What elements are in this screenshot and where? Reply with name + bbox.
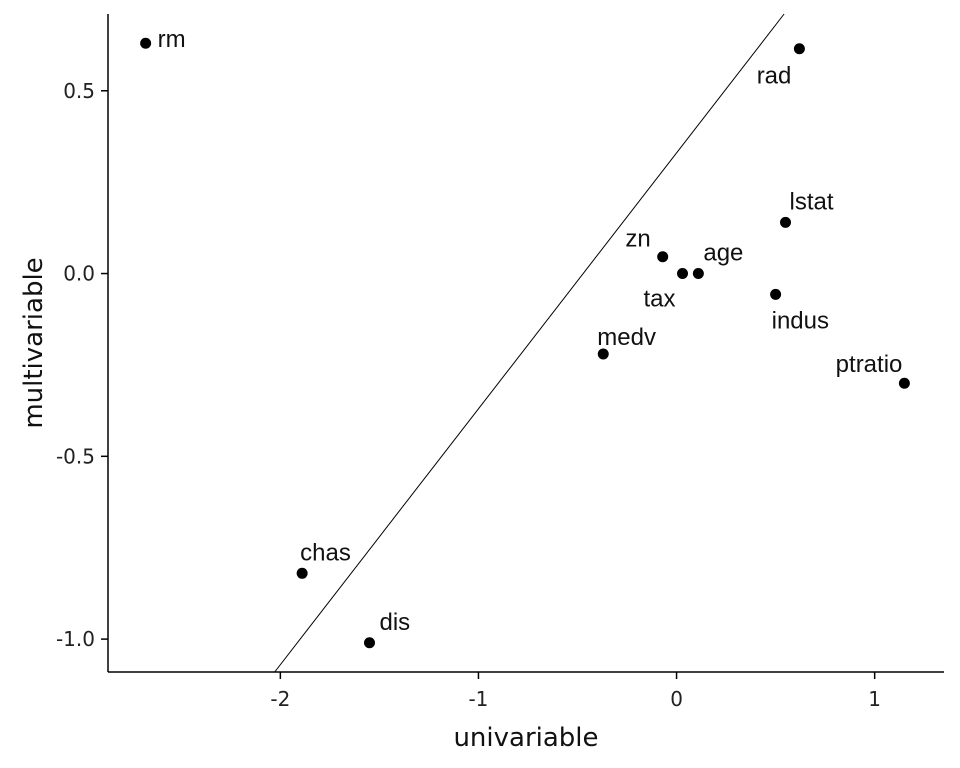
data-point-indus bbox=[770, 288, 782, 300]
point-label-lstat: lstat bbox=[790, 188, 834, 215]
data-point-tax bbox=[677, 268, 689, 280]
x-tick-label: -2 bbox=[270, 687, 290, 711]
y-tick-label: 0.0 bbox=[63, 262, 95, 286]
point-label-indus: indus bbox=[772, 307, 829, 334]
plot-area bbox=[274, 13, 785, 673]
data-point-lstat bbox=[780, 216, 792, 228]
point-label-chas: chas bbox=[300, 539, 351, 566]
point-label-medv: medv bbox=[597, 324, 656, 351]
point-label-ptratio: ptratio bbox=[836, 351, 903, 378]
reference-line bbox=[274, 13, 785, 673]
axes: -2 -1 0 1 -1.0 -0.5 0.0 0.5 bbox=[56, 14, 944, 711]
point-label-rm: rm bbox=[158, 26, 186, 53]
data-point-ptratio bbox=[898, 377, 910, 389]
x-tick-label: -1 bbox=[468, 687, 488, 711]
data-point-age bbox=[692, 268, 704, 280]
data-points bbox=[140, 37, 910, 649]
data-point-medv bbox=[597, 348, 609, 360]
data-point-zn bbox=[657, 251, 669, 263]
y-axis-title: multivariable bbox=[19, 257, 49, 428]
point-labels: rm rad lstat zn tax age indus medv ptratio chas di… bbox=[158, 26, 903, 636]
data-point-dis bbox=[363, 637, 375, 649]
x-tick-label: 0 bbox=[670, 687, 683, 711]
y-tick-label: -1.0 bbox=[56, 627, 95, 651]
x-axis-ticks: -2 -1 0 1 bbox=[270, 672, 881, 711]
point-label-age: age bbox=[703, 240, 743, 267]
x-axis-title: univariable bbox=[453, 723, 598, 753]
point-label-tax: tax bbox=[643, 286, 675, 313]
point-label-dis: dis bbox=[379, 609, 410, 636]
point-label-rad: rad bbox=[757, 63, 792, 90]
y-tick-label: 0.5 bbox=[63, 79, 95, 103]
data-point-chas bbox=[296, 567, 308, 579]
y-tick-label: -0.5 bbox=[56, 444, 95, 468]
point-label-zn: zn bbox=[625, 226, 650, 253]
data-point-rad bbox=[793, 43, 805, 55]
data-point-rm bbox=[140, 37, 152, 49]
y-axis-ticks: -1.0 -0.5 0.0 0.5 bbox=[56, 79, 108, 651]
x-tick-label: 1 bbox=[868, 687, 881, 711]
